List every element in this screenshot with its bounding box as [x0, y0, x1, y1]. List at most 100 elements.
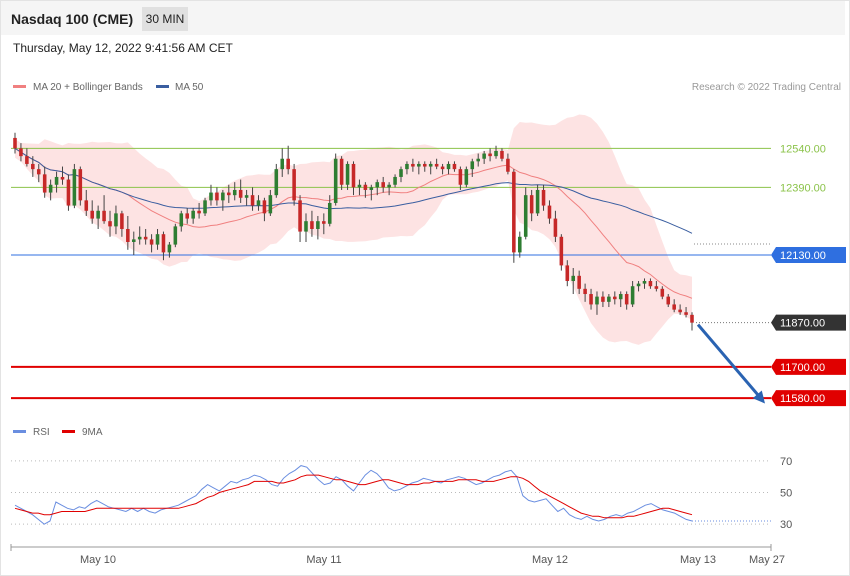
candle-body	[630, 286, 635, 305]
candle-body	[654, 286, 659, 289]
candle-body	[215, 192, 219, 201]
candle-body	[333, 158, 338, 203]
candle-body	[500, 150, 504, 159]
level-label-4: 11700.00	[780, 362, 825, 374]
candle-body	[476, 158, 480, 162]
candle-body	[678, 309, 682, 313]
candle-body	[684, 312, 688, 315]
candle-body	[470, 161, 475, 170]
candle-body	[399, 169, 403, 177]
candle-body	[274, 169, 279, 196]
rsi-tick-label: 70	[780, 456, 792, 468]
candle-body	[583, 288, 587, 295]
candle-body	[280, 158, 285, 170]
candle-body	[238, 189, 243, 198]
candle-body	[589, 294, 593, 305]
candle-body	[405, 163, 409, 170]
candle-body	[488, 153, 492, 157]
rsi-tick-label: 50	[780, 488, 792, 500]
candle-body	[363, 184, 368, 190]
level-label-3: 11870.00	[780, 318, 825, 330]
candle-body	[523, 195, 528, 237]
candle-body	[149, 239, 154, 245]
candle-body	[244, 195, 249, 198]
candle-body	[529, 195, 534, 214]
ma50-legend-label: MA 50	[175, 82, 204, 93]
header-bar: Nasdaq 100 (CME) 30 MIN	[1, 1, 845, 35]
forecast-arrow-head	[752, 390, 765, 404]
candle-body	[434, 163, 439, 167]
candle-body	[393, 176, 397, 185]
candle-body	[310, 221, 314, 229]
candle-body	[613, 296, 617, 300]
candle-body	[25, 156, 29, 164]
rsi-ma-legend-label: 9MA	[82, 427, 103, 438]
x-tick-label: May 11	[306, 554, 341, 566]
candle-body	[577, 275, 581, 289]
candle-body	[541, 189, 546, 206]
candle-body	[672, 304, 676, 310]
level-label-box-5	[771, 390, 846, 407]
candle-body	[13, 137, 17, 149]
rsi-legend-swatch	[13, 430, 26, 433]
candle-body	[36, 169, 41, 175]
candle-body	[19, 148, 23, 157]
candle-body	[553, 218, 558, 237]
candle-body	[345, 163, 350, 185]
forecast-arrow	[696, 323, 765, 404]
rsi-tick-label: 30	[780, 519, 792, 531]
price-levels: 12540.00 12390.00 12130.00 11870.00 11700.00…	[11, 143, 846, 407]
candle-body	[375, 182, 380, 188]
candle-body	[666, 296, 671, 305]
candle-body	[440, 166, 445, 170]
ma20-legend-swatch	[13, 85, 26, 88]
x-tick-label: May 12	[532, 554, 568, 566]
candle-body	[559, 236, 564, 266]
candle-body	[411, 163, 415, 167]
level-label-box-4	[771, 358, 846, 375]
candle-body	[292, 169, 296, 201]
candle-body	[690, 314, 694, 323]
candle-body	[102, 210, 106, 222]
level-label-box-2	[771, 247, 846, 263]
level-label-1: 12390.00	[780, 182, 826, 194]
candle-body	[262, 200, 267, 214]
candle-body	[618, 294, 623, 300]
ma20-legend-label: MA 20 + Bollinger Bands	[33, 82, 143, 93]
candle-body	[209, 192, 213, 201]
moving-averages	[14, 147, 693, 299]
level-label-box-3	[771, 314, 846, 331]
candle-body	[120, 213, 124, 229]
candle-body	[203, 200, 207, 214]
candle-body	[185, 213, 190, 219]
candle-body	[232, 189, 237, 196]
candle-body	[114, 213, 118, 227]
candle-body	[179, 213, 184, 227]
candle-body	[137, 236, 142, 240]
candle-body	[155, 234, 160, 245]
candle-body	[648, 281, 653, 287]
candle-body	[339, 158, 344, 185]
candle-body	[624, 294, 629, 305]
candle-body	[547, 205, 552, 219]
candle-body	[286, 158, 290, 170]
bollinger-band-area	[15, 114, 692, 345]
level-label-0: 12540.00	[780, 143, 826, 155]
candle-body	[197, 210, 201, 214]
candle-body	[143, 236, 148, 240]
candle-body	[298, 200, 302, 232]
rsi-ma-legend-swatch	[62, 430, 75, 433]
timeframe-button[interactable]: 30 MIN	[142, 7, 188, 31]
bollinger-band	[15, 114, 692, 345]
candle-body	[48, 184, 53, 193]
candle-body	[601, 296, 605, 302]
instrument-title: Nasdaq 100 (CME)	[11, 11, 134, 27]
candle-body	[90, 210, 94, 219]
candle-body	[250, 195, 255, 206]
candle-body	[42, 174, 47, 193]
forecast-arrow-shaft	[696, 323, 763, 400]
candle-body	[607, 296, 611, 302]
rsi-panel: 70 50 30	[11, 456, 792, 531]
candle-body	[512, 171, 516, 253]
